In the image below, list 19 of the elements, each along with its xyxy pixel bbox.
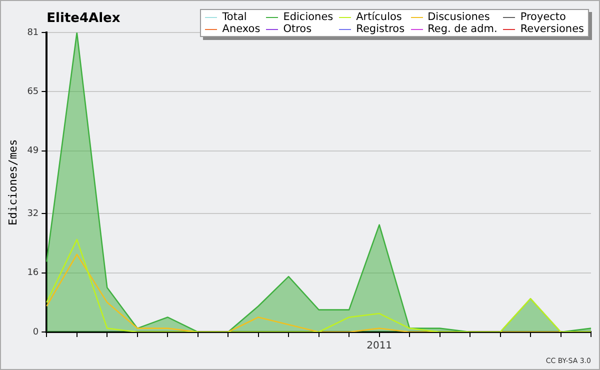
legend-label: Reg. de adm. xyxy=(426,23,498,35)
legend-label: Total xyxy=(221,11,248,23)
legend-label: Anexos xyxy=(221,23,260,35)
legend-label: Proyecto xyxy=(519,11,567,23)
y-tick-label: 65 xyxy=(27,87,39,98)
legend-label: Artículos xyxy=(355,11,403,23)
legend-label: Ediciones xyxy=(282,11,334,23)
chart-title: Elite4Alex xyxy=(46,11,121,26)
legend-label: Registros xyxy=(355,23,405,35)
x-tick-label: 2011 xyxy=(366,340,392,352)
y-tick-label: 49 xyxy=(27,146,39,156)
y-tick-label: 0 xyxy=(32,327,39,338)
legend-label: Discusiones xyxy=(426,11,491,23)
y-tick-label: 81 xyxy=(27,28,39,38)
legend-label: Reversiones xyxy=(519,23,584,35)
y-axis-title: Ediciones/mes xyxy=(6,139,20,226)
y-tick-label: 32 xyxy=(27,209,39,220)
legend-label: Otros xyxy=(282,23,313,35)
y-tick-label: 16 xyxy=(27,268,39,278)
